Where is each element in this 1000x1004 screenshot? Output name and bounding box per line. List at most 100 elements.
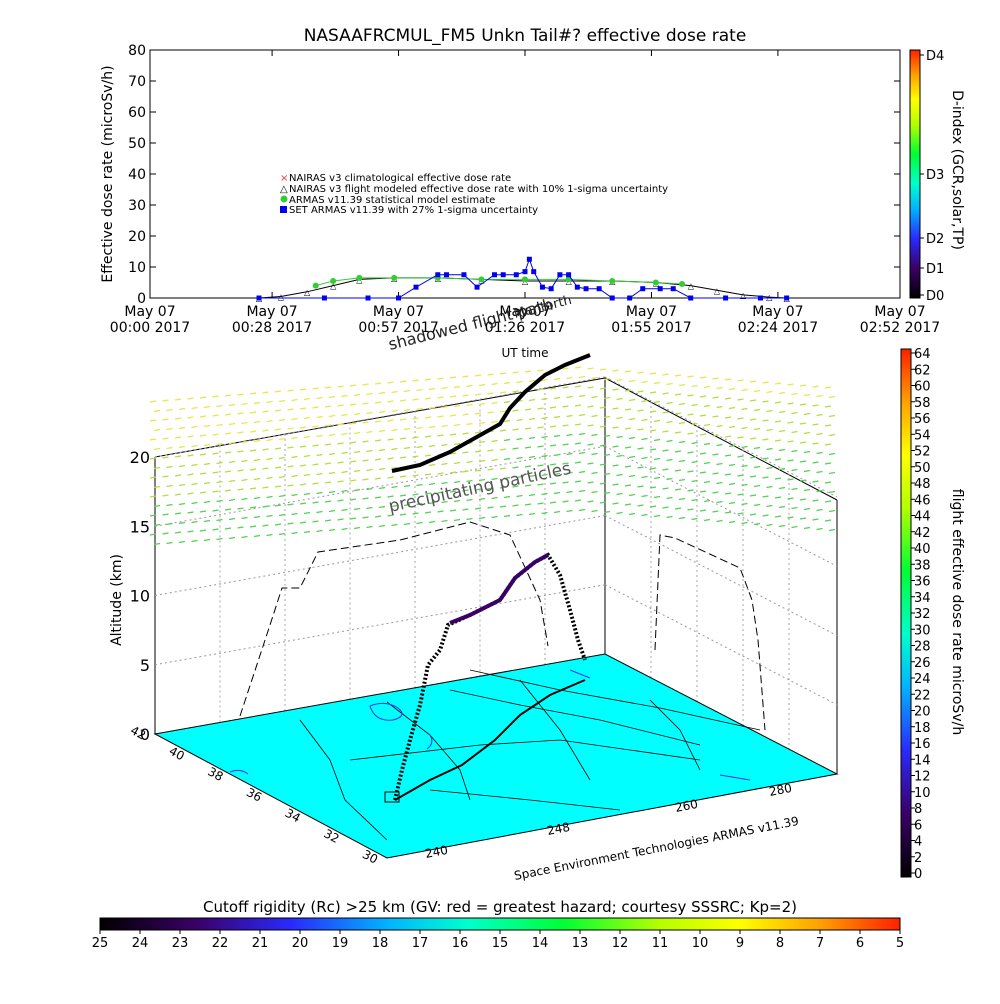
data-point-set-armas [548, 286, 554, 292]
particle-mark [616, 397, 623, 401]
particle-mark [241, 440, 248, 444]
particle-mark [228, 403, 236, 407]
particle-mark [349, 422, 357, 425]
particle-mark [574, 461, 582, 464]
data-point-nairas-flight: △ [714, 286, 721, 295]
particle-mark [562, 386, 569, 389]
altitude-grid-line [154, 515, 606, 596]
x-tick-date: May 07 [373, 304, 424, 320]
particle-mark [253, 458, 261, 462]
particle-mark [637, 390, 644, 393]
particle-mark [228, 460, 236, 464]
particle-mark [603, 472, 611, 476]
particle-mark [591, 433, 598, 437]
data-point-armas-stat [678, 281, 685, 288]
particle-mark [324, 462, 332, 465]
particle-mark [349, 517, 357, 520]
particle-mark [578, 413, 586, 417]
particle-mark [249, 487, 257, 490]
particle-mark [312, 482, 319, 485]
particle-mark [741, 483, 748, 487]
particle-mark [828, 528, 836, 532]
particle-mark [724, 511, 732, 514]
particle-mark [649, 429, 657, 432]
rigidity-tick-label: 10 [692, 936, 709, 951]
particle-mark [791, 411, 798, 415]
particle-mark [303, 416, 311, 420]
particle-mark [212, 471, 219, 474]
particle-mark [399, 513, 407, 516]
colorbar-tick-label: 42 [914, 526, 931, 541]
particle-mark [503, 438, 511, 442]
particle-mark [366, 392, 373, 396]
particle-mark [178, 407, 186, 411]
particle-mark [316, 472, 323, 476]
particle-mark [462, 489, 469, 492]
particle-mark [812, 461, 819, 464]
particle-mark [599, 368, 607, 371]
particle-mark [287, 427, 294, 430]
particle-mark [374, 439, 382, 442]
particle-mark [262, 505, 269, 508]
particle-mark [753, 446, 761, 450]
flight-track-3d-colored [449, 553, 549, 625]
particle-mark [203, 405, 211, 409]
particle-mark [816, 394, 823, 398]
particle-mark [212, 414, 219, 417]
particle-mark [691, 384, 698, 388]
particle-mark [541, 473, 548, 477]
ground-map-plane [153, 653, 839, 859]
particle-mark [653, 514, 661, 518]
particle-mark [216, 537, 223, 541]
d-index-tick-label: D4 [926, 49, 944, 64]
flight-ground-track [394, 679, 586, 801]
particle-mark [578, 451, 586, 455]
particle-mark [441, 519, 448, 523]
particle-mark [528, 455, 536, 459]
particle-mark [241, 402, 248, 406]
colorbar-tick-label: 48 [914, 477, 931, 492]
particle-mark [391, 504, 398, 508]
particle-mark [378, 448, 386, 452]
particle-mark [628, 379, 636, 383]
particle-mark [253, 401, 261, 405]
cutoff-rigidity-colorbar [99, 917, 901, 931]
particle-mark [649, 505, 657, 508]
particle-mark [662, 430, 669, 433]
particle-mark [216, 499, 223, 503]
particle-mark [703, 442, 711, 446]
altitude-grid-line [604, 376, 838, 498]
particle-mark [774, 439, 782, 442]
particle-mark [662, 506, 669, 509]
particle-mark [791, 449, 798, 453]
particle-mark [478, 402, 486, 406]
particle-mark [678, 497, 686, 501]
particle-mark [512, 390, 519, 393]
particle-mark [399, 418, 407, 421]
particle-mark [749, 437, 757, 440]
particle-mark [699, 490, 707, 493]
particle-mark [199, 529, 207, 532]
particle-mark [528, 398, 536, 402]
particle-mark [699, 395, 707, 398]
particle-mark [812, 480, 819, 483]
particle-mark [753, 484, 761, 488]
particle-mark [812, 518, 819, 521]
particle-mark [437, 415, 444, 418]
particle-mark [203, 500, 211, 504]
particle-mark [403, 389, 411, 393]
rigidity-tick-label: 13 [572, 936, 589, 951]
particle-mark [791, 430, 798, 434]
particle-mark [503, 495, 511, 499]
particle-mark [516, 380, 523, 384]
particle-mark [328, 471, 336, 475]
particle-mark [528, 379, 536, 383]
chart-title: NASAAFRCMUL_FM5 Unkn Tail#? effective do… [304, 26, 747, 46]
particle-mark [703, 423, 711, 427]
particle-mark [453, 385, 461, 389]
particle-mark [712, 472, 719, 475]
colorbar-tick-label: 58 [914, 396, 931, 411]
particle-mark [412, 398, 419, 401]
rigidity-tick-label: 12 [612, 936, 629, 951]
colorbar-tick-label: 32 [914, 607, 931, 622]
